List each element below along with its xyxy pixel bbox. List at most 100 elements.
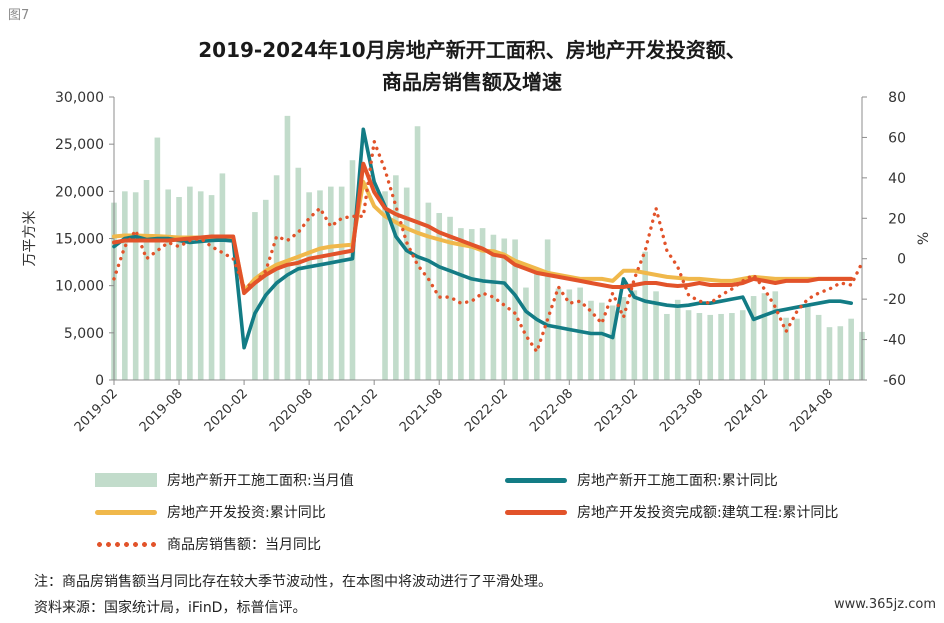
bar-area-monthly <box>273 175 280 380</box>
bar-area-monthly <box>176 196 182 380</box>
right-tick-label: 60 <box>888 130 906 146</box>
legend-label: 房地产新开工施工面积:当月值 <box>167 473 354 489</box>
legend-item-dotted: 商品房销售额：当月同比 <box>95 534 321 554</box>
bar-area-monthly <box>165 189 172 380</box>
bar-area-monthly <box>642 251 648 380</box>
bar-area-monthly <box>317 190 323 380</box>
bar-area-monthly <box>447 216 453 380</box>
right-tick-label: 40 <box>888 171 906 187</box>
bar-area-monthly <box>523 287 529 380</box>
bar-area-monthly <box>349 160 356 380</box>
chart-legend: 房地产新开工施工面积:当月值 房地产新开工施工面积:累计同比 房地产开发投资:累… <box>95 462 935 562</box>
bar-area-monthly <box>533 270 540 380</box>
bar-area-monthly <box>512 239 518 380</box>
chart-title-line1: 2019-2024年10月房地产新开工面积、房地产开发投资额、 <box>198 38 746 62</box>
bar-area-monthly <box>132 192 139 380</box>
bar-area-monthly <box>197 191 204 380</box>
x-tick-label: 2021-02 <box>332 386 381 435</box>
x-tick-label: 2023-08 <box>657 386 706 435</box>
bar-area-monthly <box>707 314 714 380</box>
bar-area-monthly <box>588 300 594 380</box>
bar-area-monthly <box>620 296 627 380</box>
x-tick-label: 2019-08 <box>137 386 186 435</box>
bar-area-monthly <box>468 229 475 380</box>
bar-area-monthly <box>718 313 724 380</box>
x-tick-label: 2022-02 <box>462 386 511 435</box>
bar-area-monthly <box>555 288 562 380</box>
legend-item-red: 房地产开发投资完成额:建筑工程:累计同比 <box>505 502 838 522</box>
legend-item-teal: 房地产新开工施工面积:累计同比 <box>505 470 778 490</box>
bar-area-monthly <box>783 317 789 380</box>
bar-area-monthly <box>696 313 703 380</box>
legend-swatch-bar <box>95 473 157 487</box>
left-axis-title: 万平方米 <box>22 211 38 267</box>
bar-area-monthly <box>837 326 844 380</box>
bar-area-monthly <box>295 167 302 380</box>
x-tick-label: 2021-08 <box>397 386 446 435</box>
bar-area-monthly <box>208 195 215 380</box>
x-tick-label: 2024-08 <box>787 386 836 435</box>
legend-label: 房地产开发投资完成额:建筑工程:累计同比 <box>577 505 839 521</box>
data-source-note: 资料来源：国家统计局，iFinD，标普信评。 <box>34 600 307 616</box>
bar-area-monthly <box>653 291 659 380</box>
bar-area-monthly <box>577 287 583 380</box>
legend-swatch-yellow <box>95 509 157 515</box>
bar-area-monthly <box>252 212 258 380</box>
legend-swatch-teal <box>505 477 567 483</box>
bar-area-monthly <box>794 318 800 380</box>
bar-area-monthly <box>187 186 193 380</box>
bar-area-monthly <box>804 306 811 380</box>
bar-area-monthly <box>729 313 735 380</box>
bar-area-monthly <box>338 186 345 380</box>
left-tick-label: 0 <box>95 373 104 389</box>
bar-area-monthly <box>284 115 291 380</box>
bar-area-monthly <box>544 239 551 380</box>
bar-area-monthly <box>772 291 779 380</box>
right-tick-label: -40 <box>883 333 906 349</box>
bar-area-monthly <box>122 191 128 380</box>
bar-area-monthly <box>382 191 388 380</box>
right-tick-label: -20 <box>883 292 906 308</box>
line-sales-monthly-yoy <box>112 139 864 354</box>
bar-area-monthly <box>403 187 410 380</box>
bar-area-monthly <box>739 310 746 380</box>
right-tick-label: -60 <box>883 373 906 389</box>
legend-label: 房地产新开工施工面积:累计同比 <box>577 473 778 489</box>
bar-area-monthly <box>685 310 692 380</box>
legend-swatch-dotted <box>95 541 157 547</box>
bar-area-monthly <box>815 314 822 380</box>
legend-item-bar: 房地产新开工施工面积:当月值 <box>95 470 354 490</box>
right-tick-label: 20 <box>888 211 906 227</box>
legend-label: 商品房销售额：当月同比 <box>167 537 321 553</box>
legend-item-yellow: 房地产开发投资:累计同比 <box>95 502 326 522</box>
legend-swatch-red <box>505 509 567 515</box>
bar-area-monthly <box>306 192 312 380</box>
left-tick-label: 25,000 <box>55 137 104 153</box>
bar-area-monthly <box>490 234 497 380</box>
right-tick-label: 0 <box>897 252 906 268</box>
x-tick-label: 2020-02 <box>202 386 251 435</box>
bar-area-monthly <box>750 296 757 380</box>
bar-area-monthly <box>826 327 833 380</box>
x-tick-label: 2023-02 <box>592 386 641 435</box>
figure-label: 图7 <box>8 8 30 23</box>
x-tick-label: 2024-02 <box>722 386 771 435</box>
bar-area-monthly <box>219 173 226 380</box>
bar-area-monthly <box>599 302 605 380</box>
bar-area-monthly <box>425 202 432 380</box>
left-tick-label: 5,000 <box>64 326 104 342</box>
chart-note: 注：商品房销售额当月同比存在较大季节波动性，在本图中将波动进行了平滑处理。 <box>34 574 552 590</box>
bar-area-monthly <box>761 293 768 380</box>
line-new-construction-yoy <box>112 127 853 350</box>
chart-canvas: 0 5,000 10,000 15,000 20,000 25,000 30,000 -60 -… <box>22 90 932 435</box>
x-tick-label: 2019-02 <box>72 386 121 435</box>
bar-area-monthly <box>674 299 681 380</box>
bar-area-monthly <box>414 126 421 380</box>
bar-area-monthly <box>328 186 334 380</box>
bar-area-monthly <box>631 290 638 380</box>
bar-area-monthly <box>566 289 573 380</box>
watermark-text: www.365jz.com <box>834 597 936 612</box>
line-construction-investment-yoy <box>112 161 854 296</box>
left-tick-label: 15,000 <box>55 232 104 248</box>
bar-area-monthly <box>664 313 670 380</box>
